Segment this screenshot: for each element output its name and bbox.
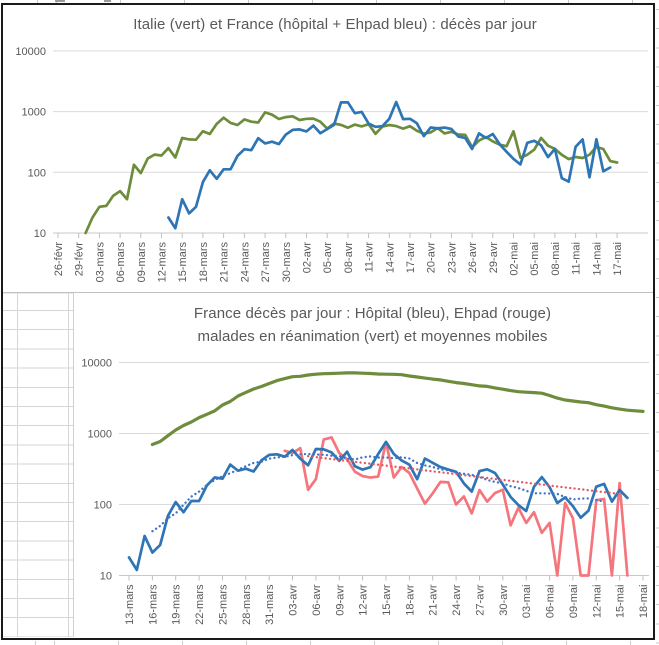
x-axis-label: 14-avr bbox=[384, 242, 396, 274]
x-axis-label: 02-avr bbox=[302, 242, 314, 274]
x-axis-label: 15-mars bbox=[177, 242, 189, 283]
x-axis-label: 03-mai bbox=[521, 585, 533, 619]
x-axis-label: 15-avr bbox=[381, 584, 393, 616]
x-axis-label: 03-mars bbox=[94, 242, 106, 283]
clipped-cell-text bbox=[104, 0, 111, 2]
x-axis-label: 31-mars bbox=[264, 584, 276, 625]
series-line-reanimation bbox=[150, 371, 645, 447]
x-axis-label: 11-mai bbox=[571, 242, 583, 275]
x-axis-label: 16-mars bbox=[147, 584, 159, 625]
x-axis-label: 09-mars bbox=[136, 242, 148, 283]
x-axis-label: 09-mai bbox=[568, 585, 580, 619]
x-axis-label: 22-mars bbox=[194, 584, 206, 625]
x-axis-label: 11-avr bbox=[364, 242, 376, 273]
bottom-chart-title-line1: France décès par jour : Hôpital (bleu), … bbox=[193, 305, 552, 322]
y-axis-label: 10 bbox=[100, 571, 112, 583]
x-axis-label: 05-mai bbox=[529, 242, 541, 276]
x-axis-label: 12-mars bbox=[157, 242, 169, 283]
y-axis-label: 1000 bbox=[22, 107, 46, 119]
x-axis-label: 25-mars bbox=[218, 584, 230, 625]
x-axis-label: 18-mars bbox=[198, 242, 210, 283]
x-axis-label: 23-avr bbox=[446, 242, 458, 274]
x-axis-label: 03-avr bbox=[288, 584, 300, 616]
x-axis-label: 06-mars bbox=[115, 242, 127, 283]
y-axis-label: 10 bbox=[34, 228, 46, 240]
sheet-column-line bbox=[68, 293, 69, 637]
x-axis-label: 26-avr bbox=[467, 242, 479, 274]
series-line-moyenne-mobile-ehpad bbox=[306, 454, 621, 496]
y-axis-label: 100 bbox=[28, 167, 46, 179]
x-axis-label: 14-mai bbox=[591, 242, 603, 276]
sheet-gridlines-right bbox=[656, 0, 659, 645]
x-axis-label: 08-avr bbox=[343, 242, 355, 274]
x-axis-label: 26-févr bbox=[53, 242, 65, 277]
x-axis-label: 02-mai bbox=[509, 242, 521, 276]
y-axis-label: 10000 bbox=[81, 358, 112, 370]
x-axis-label: 28-mars bbox=[241, 584, 253, 625]
x-axis-label: 18-mai bbox=[638, 585, 650, 619]
sheet-gridlines-top bbox=[0, 0, 659, 4]
x-axis-label: 27-avr bbox=[475, 584, 487, 616]
x-axis-label: 19-mars bbox=[171, 584, 183, 625]
x-axis-label: 12-avr bbox=[358, 584, 370, 616]
x-axis-label: 24-avr bbox=[451, 584, 463, 616]
france-details-chart[interactable] bbox=[73, 293, 654, 637]
x-axis-label: 30-avr bbox=[498, 584, 510, 616]
x-axis-label: 17-avr bbox=[405, 242, 417, 274]
x-axis-label: 18-avr bbox=[404, 584, 416, 616]
top-chart-title: Italie (vert) et France (hôpital + Ehpad… bbox=[133, 16, 537, 33]
series-line-ehpad bbox=[283, 436, 629, 577]
x-axis-label: 30-mars bbox=[281, 242, 293, 283]
y-axis-label: 10000 bbox=[15, 46, 46, 58]
x-axis-label: 05-avr bbox=[322, 242, 334, 274]
x-axis-label: 15-mai bbox=[615, 585, 627, 619]
x-axis-label: 27-mars bbox=[260, 242, 272, 283]
x-axis-label: 21-avr bbox=[428, 584, 440, 616]
top-chart-plot: 10 100 1000 10000 26-févr 29-févr 03-mars 06-ma… bbox=[15, 46, 648, 282]
x-axis-label: 17-mai bbox=[612, 242, 624, 276]
series-line-moyenne-mobile-hopital bbox=[151, 452, 606, 533]
x-axis-label: 08-mai bbox=[550, 242, 562, 276]
bottom-chart-title-line2: malades en réanimation (vert) et moyenne… bbox=[197, 328, 548, 345]
x-axis-label: 09-avr bbox=[334, 584, 346, 616]
x-axis-label: 29-févr bbox=[74, 242, 86, 277]
x-axis-label: 12-mai bbox=[591, 585, 603, 619]
x-axis-label: 06-mai bbox=[545, 585, 557, 619]
series-line-hopital bbox=[127, 440, 629, 572]
sheet-cells-left bbox=[3, 293, 73, 637]
y-axis-label: 1000 bbox=[88, 429, 112, 441]
bottom-chart-plot: 10 100 1000 10000 13-mars 16-mars 19-mars 22-ma… bbox=[81, 358, 650, 625]
x-axis-label: 29-avr bbox=[488, 242, 500, 274]
y-axis-label: 100 bbox=[94, 500, 112, 512]
sheet-column-line bbox=[17, 293, 18, 637]
bottom-chart-title: France décès par jour : Hôpital (bleu), … bbox=[100, 302, 645, 348]
x-axis-label: 06-avr bbox=[311, 584, 323, 616]
x-axis-label: 24-mars bbox=[239, 242, 251, 283]
x-axis-label: 21-mars bbox=[219, 242, 231, 283]
sheet-gridlines-bottom bbox=[0, 641, 659, 645]
x-axis-label: 13-mars bbox=[124, 584, 136, 625]
series-line-france-hopital-ehpad bbox=[167, 100, 612, 230]
clipped-cell-text bbox=[55, 0, 65, 2]
series-line-italie bbox=[84, 111, 619, 235]
x-axis-label: 20-avr bbox=[426, 242, 438, 274]
